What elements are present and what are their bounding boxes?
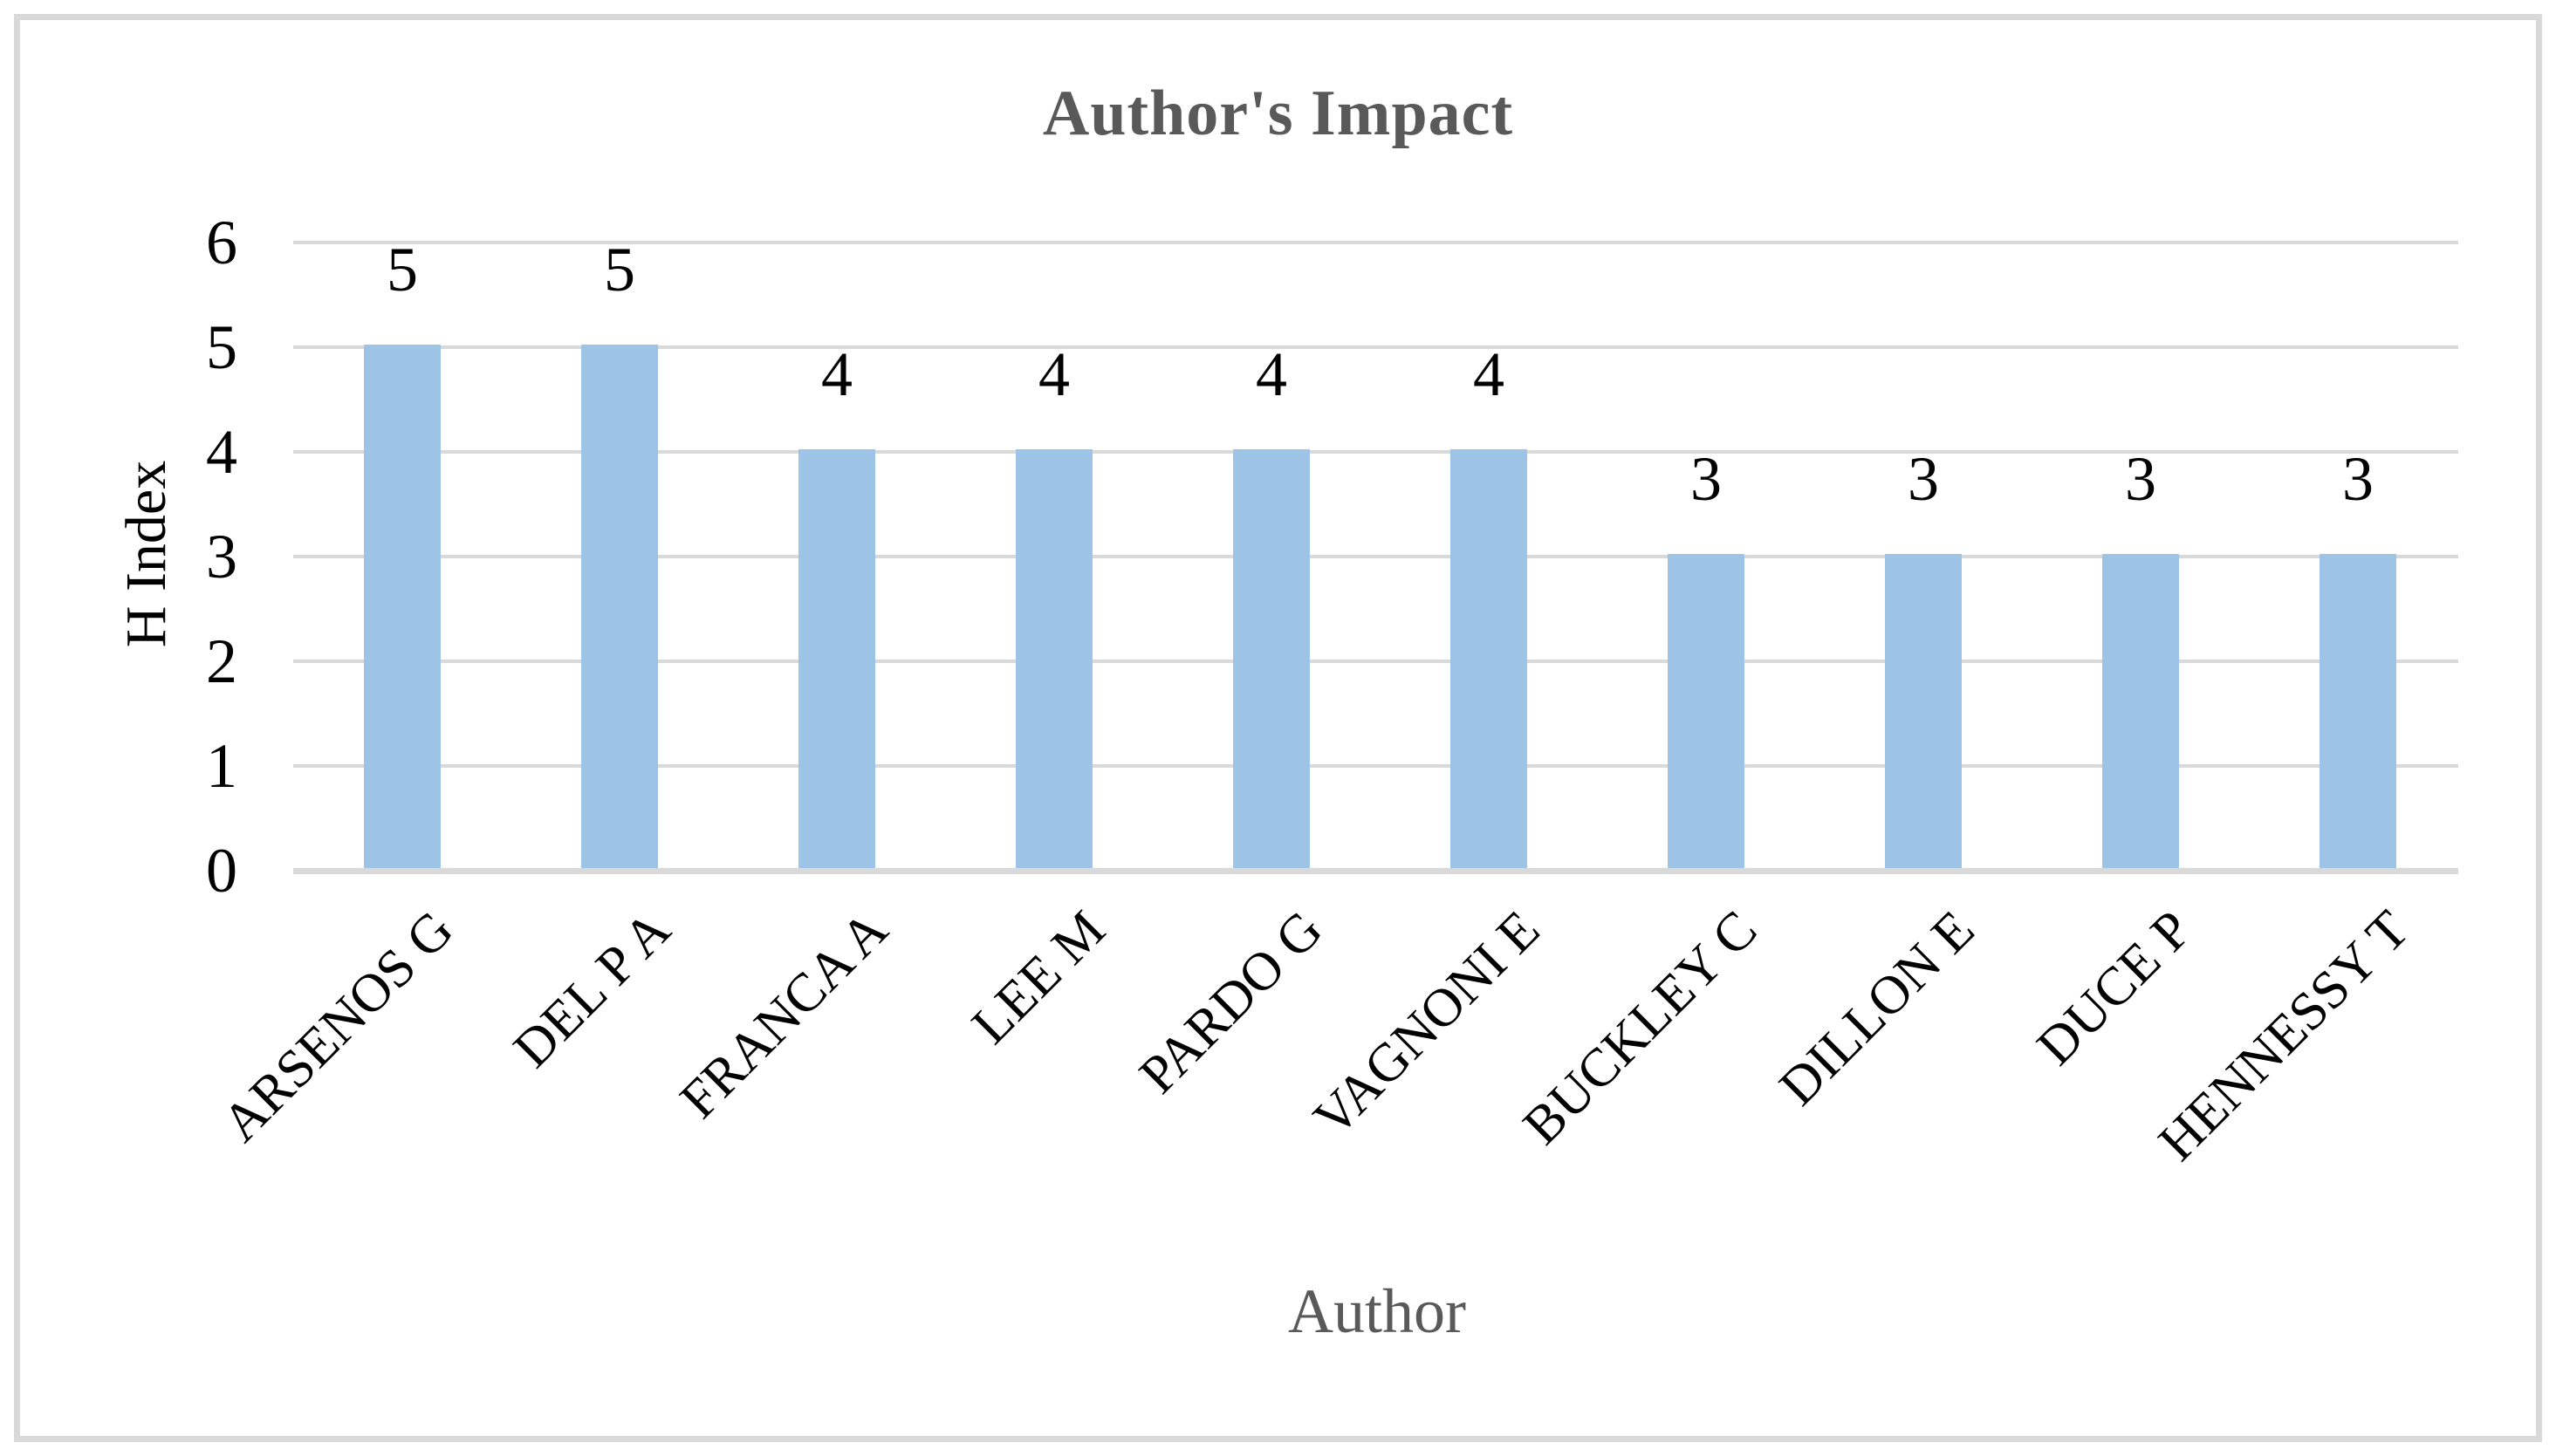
y-tick-label: 5 (206, 312, 237, 382)
bar-value-label: 4 (821, 339, 853, 409)
bar-value-label: 3 (2342, 444, 2374, 514)
gridline (293, 241, 2458, 244)
y-tick-label: 0 (206, 836, 237, 906)
bar-value-label: 5 (604, 235, 635, 304)
y-tick-label: 3 (206, 522, 237, 591)
bar-buckley-c (1668, 554, 1744, 868)
x-category-label: BUCKLEY C (1511, 899, 1769, 1156)
x-category-label: LEE M (961, 899, 1117, 1056)
bar-value-label: 3 (1908, 444, 1939, 514)
x-category-label: DEL P A (502, 899, 682, 1079)
bar-lee-m (1016, 449, 1093, 868)
x-category-label: FRANCA A (668, 899, 900, 1131)
bar-value-label: 4 (1473, 339, 1504, 409)
x-category-label: DILLON E (1768, 899, 1986, 1118)
bar-duce-p (2102, 554, 2179, 868)
bar-value-label: 4 (1038, 339, 1070, 409)
x-category-label: ARSENOS G (210, 899, 465, 1153)
bar-value-label: 3 (1690, 444, 1722, 514)
bar-pardo-g (1233, 449, 1310, 868)
gridline (293, 660, 2458, 663)
bar-arsenos-g (364, 345, 441, 868)
bar-franca-a (798, 449, 875, 868)
x-axis-line (293, 868, 2458, 874)
y-axis-title-text: H Index (114, 460, 178, 648)
x-category-label: VAGNONI E (1302, 899, 1552, 1149)
bar-value-label: 4 (1256, 339, 1287, 409)
chart-title: Author's Impact (1042, 78, 1514, 149)
gridline (293, 345, 2458, 349)
bar-hennessy-t (2320, 554, 2396, 868)
bar-value-label: 5 (387, 235, 418, 304)
bar-vagnoni-e (1450, 449, 1527, 868)
bar-dillon-e (1885, 554, 1962, 868)
x-category-label: PARDO G (1128, 899, 1334, 1105)
gridline (293, 764, 2458, 768)
bar-value-label: 3 (2125, 444, 2156, 514)
x-axis-title: Author (1288, 1276, 1466, 1346)
y-tick-label: 1 (206, 731, 237, 801)
gridline (293, 450, 2458, 454)
y-tick-label: 2 (206, 626, 237, 696)
bar-del-p-a (581, 345, 658, 868)
x-category-label: HENNESSY T (2148, 899, 2421, 1172)
x-category-label: DUCE P (2025, 899, 2203, 1077)
y-tick-label: 4 (206, 417, 237, 487)
gridline (293, 555, 2458, 558)
y-tick-label: 6 (206, 208, 237, 277)
